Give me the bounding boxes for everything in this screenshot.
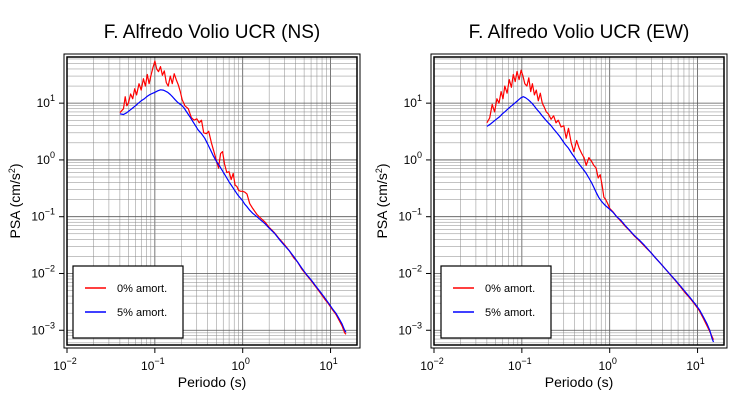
x-axis-label: Periodo (s) (545, 374, 613, 390)
x-axis-label: Periodo (s) (178, 374, 246, 390)
chart-panel-ns: 10−2 10−1 100 101 10−3 10−2 10−1 100 101 F. Alfre… (7, 22, 361, 390)
chart-title: F. Alfredo Volio UCR (NS) (104, 22, 320, 43)
legend-label: 5% amort. (485, 307, 535, 319)
y-tick-label: 101 (404, 93, 422, 110)
y-tick-label: 10−3 (31, 320, 55, 337)
y-tick-label: 10−2 (31, 263, 55, 280)
y-tick-label: 101 (37, 93, 55, 110)
y-tick-label: 10−1 (31, 207, 55, 224)
legend-box (440, 265, 552, 339)
x-tick-label: 100 (599, 356, 617, 373)
chart-title: F. Alfredo Volio UCR (EW) (469, 22, 690, 43)
legend-box (72, 265, 184, 339)
legend-label: 0% amort. (485, 283, 535, 295)
plot-frame (433, 56, 725, 346)
x-tick-label: 10−1 (508, 356, 532, 373)
legend: 0% amort. 5% amort. (72, 265, 184, 339)
y-axis-label: PSA (cm/s2) (374, 163, 390, 238)
x-tick-label: 101 (319, 356, 337, 373)
y-tick-label: 100 (404, 150, 422, 167)
legend: 0% amort. 5% amort. (440, 265, 552, 339)
chart-panel-ew: 10−2 10−1 100 101 10−3 10−2 10−1 100 101 F. Alfre… (374, 22, 728, 390)
y-tick-label: 10−3 (398, 320, 422, 337)
y-tick-label: 10−1 (398, 207, 422, 224)
x-tick-label: 10−2 (53, 356, 77, 373)
series-line-amort-5 (119, 89, 347, 333)
x-tick-label: 101 (686, 356, 704, 373)
series-line-amort-5 (486, 96, 715, 343)
plot-frame-outer (63, 53, 361, 349)
x-tick-label: 10−1 (141, 356, 165, 373)
legend-label: 5% amort. (117, 307, 167, 319)
series-line-amort-0 (119, 60, 347, 335)
x-tick-label: 10−2 (420, 356, 444, 373)
x-tick-label: 100 (232, 356, 250, 373)
legend-label: 0% amort. (117, 283, 167, 295)
y-tick-label: 100 (37, 150, 55, 167)
y-axis-label: PSA (cm/s2) (7, 163, 23, 238)
grid (67, 57, 357, 345)
plot-frame-outer (430, 53, 728, 349)
y-tick-label: 10−2 (398, 263, 422, 280)
plot-frame (66, 56, 358, 346)
